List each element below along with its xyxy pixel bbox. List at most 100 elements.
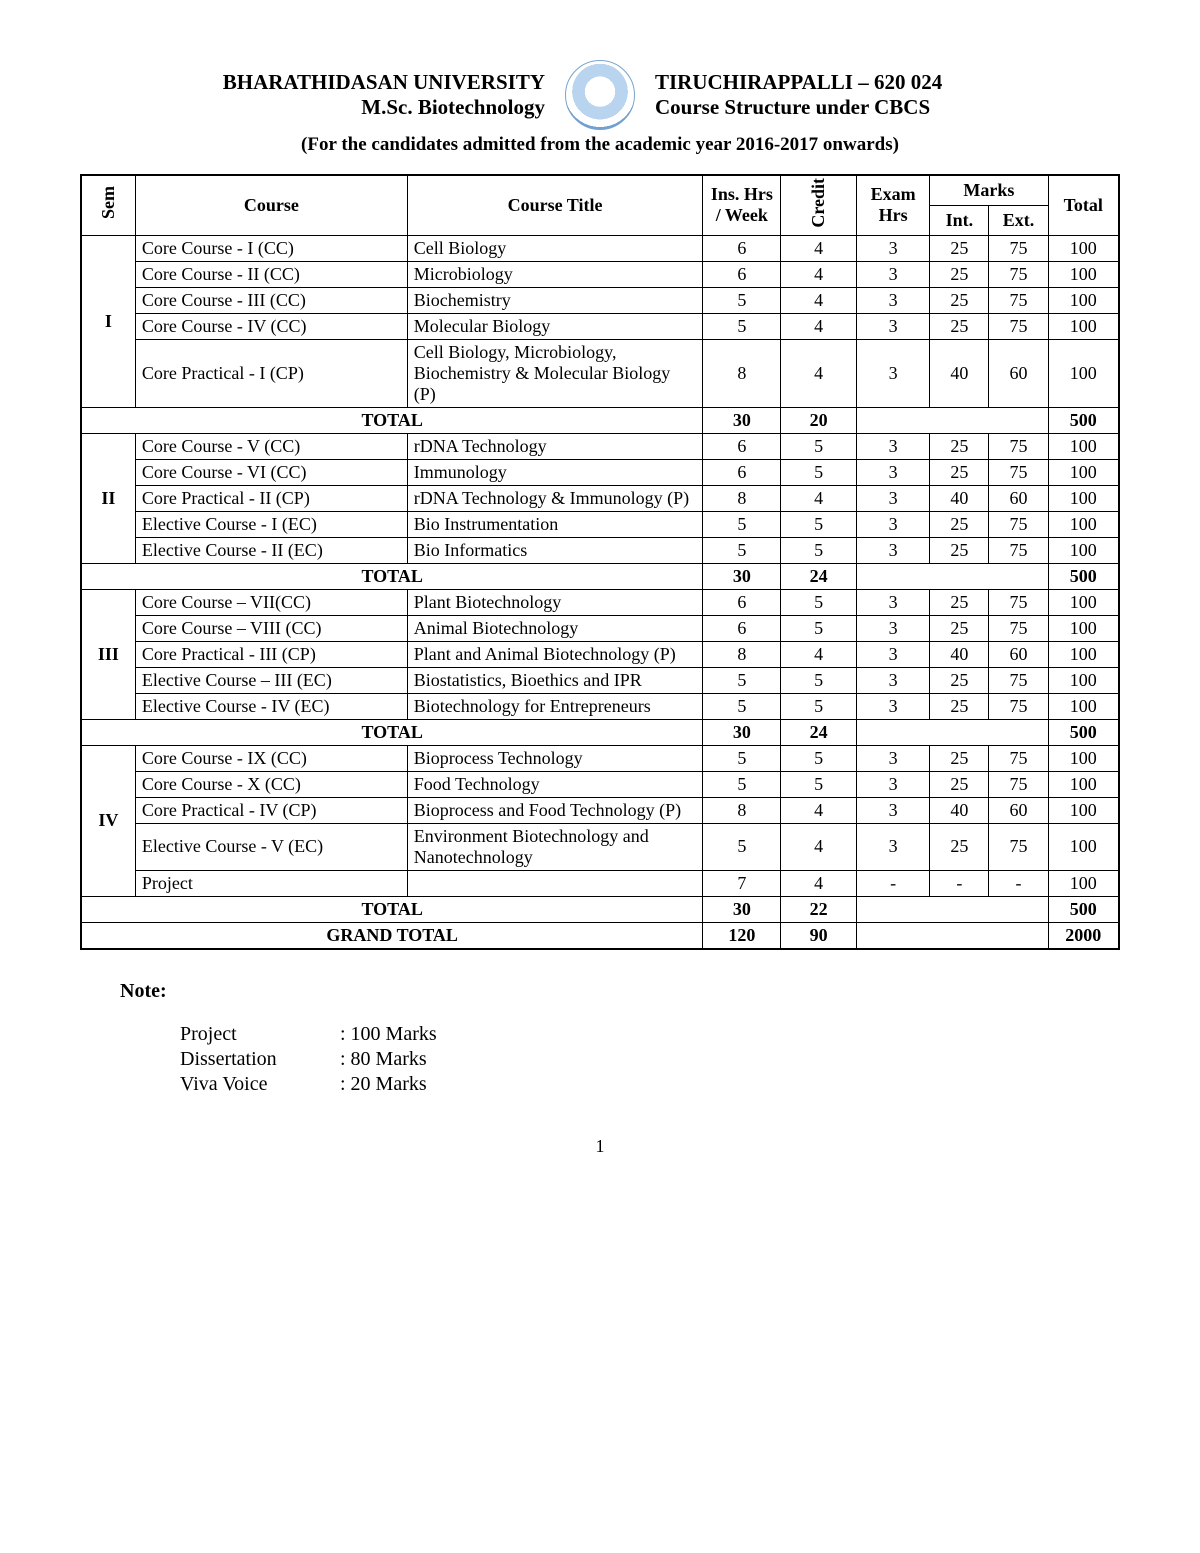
title-cell: Biotechnology for Entrepreneurs xyxy=(407,693,703,719)
title-cell: Cell Biology, Microbiology, Biochemistry… xyxy=(407,339,703,407)
table-row: Core Course - X (CC)Food Technology55325… xyxy=(81,771,1119,797)
credit-cell: 5 xyxy=(781,589,857,615)
table-row: Core Course - III (CC)Biochemistry543257… xyxy=(81,287,1119,313)
exam-cell: 3 xyxy=(857,235,930,261)
table-row: Elective Course - II (EC)Bio Informatics… xyxy=(81,537,1119,563)
title-cell: Bio Informatics xyxy=(407,537,703,563)
hrs-cell: 6 xyxy=(703,589,781,615)
course-cell: Core Course - IV (CC) xyxy=(135,313,407,339)
ext-cell: 75 xyxy=(989,313,1048,339)
exam-cell: 3 xyxy=(857,745,930,771)
ext-cell: 75 xyxy=(989,823,1048,870)
title-cell: Environment Biotechnology and Nanotechno… xyxy=(407,823,703,870)
table-body: ICore Course - I (CC)Cell Biology6432575… xyxy=(81,235,1119,949)
total-credit: 24 xyxy=(781,719,857,745)
col-course: Course xyxy=(135,175,407,235)
ext-cell: 75 xyxy=(989,235,1048,261)
credit-cell: 5 xyxy=(781,693,857,719)
table-row: Core Practical - II (CP)rDNA Technology … xyxy=(81,485,1119,511)
university-name: BHARATHIDASAN UNIVERSITY xyxy=(80,70,545,95)
grand-total-marks: 2000 xyxy=(1048,922,1119,949)
total-cell: 100 xyxy=(1048,745,1119,771)
credit-cell: 4 xyxy=(781,485,857,511)
col-credit: Credit xyxy=(808,178,829,228)
int-cell: 40 xyxy=(930,797,989,823)
col-total: Total xyxy=(1048,175,1119,235)
total-cell: 100 xyxy=(1048,537,1119,563)
title-cell: Biostatistics, Bioethics and IPR xyxy=(407,667,703,693)
hrs-cell: 5 xyxy=(703,745,781,771)
ext-cell: 75 xyxy=(989,745,1048,771)
hrs-cell: 5 xyxy=(703,511,781,537)
total-cell: 100 xyxy=(1048,823,1119,870)
credit-cell: 5 xyxy=(781,667,857,693)
total-hrs: 30 xyxy=(703,563,781,589)
course-cell: Core Course - IX (CC) xyxy=(135,745,407,771)
ext-cell: 60 xyxy=(989,797,1048,823)
ext-cell: 75 xyxy=(989,261,1048,287)
course-cell: Core Practical - III (CP) xyxy=(135,641,407,667)
table-row: Core Practical - III (CP)Plant and Anima… xyxy=(81,641,1119,667)
note-value: : 100 Marks xyxy=(340,1023,500,1046)
ext-cell: 60 xyxy=(989,339,1048,407)
header-left: BHARATHIDASAN UNIVERSITY M.Sc. Biotechno… xyxy=(80,70,545,120)
total-cell: 100 xyxy=(1048,339,1119,407)
course-cell: Core Course – VIII (CC) xyxy=(135,615,407,641)
subtitle-text: (For the candidates admitted from the ac… xyxy=(80,134,1120,156)
credit-cell: 5 xyxy=(781,433,857,459)
course-cell: Core Practical - IV (CP) xyxy=(135,797,407,823)
col-title: Course Title xyxy=(407,175,703,235)
credit-cell: 5 xyxy=(781,537,857,563)
ext-cell: 75 xyxy=(989,615,1048,641)
credit-cell: 4 xyxy=(781,235,857,261)
credit-cell: 5 xyxy=(781,459,857,485)
title-cell: Cell Biology xyxy=(407,235,703,261)
int-cell: 25 xyxy=(930,667,989,693)
course-cell: Core Course - V (CC) xyxy=(135,433,407,459)
course-cell: Core Practical - I (CP) xyxy=(135,339,407,407)
program-name: M.Sc. Biotechnology xyxy=(80,95,545,120)
document-header: BHARATHIDASAN UNIVERSITY M.Sc. Biotechno… xyxy=(80,60,1120,130)
credit-cell: 5 xyxy=(781,745,857,771)
exam-cell: 3 xyxy=(857,537,930,563)
total-credit: 22 xyxy=(781,896,857,922)
page-number: 1 xyxy=(80,1136,1120,1157)
semester-total-row: TOTAL3024500 xyxy=(81,563,1119,589)
exam-cell: 3 xyxy=(857,667,930,693)
course-cell: Project xyxy=(135,870,407,896)
exam-cell: 3 xyxy=(857,797,930,823)
hrs-cell: 5 xyxy=(703,823,781,870)
int-cell: 25 xyxy=(930,511,989,537)
table-row: Core Course – VIII (CC)Animal Biotechnol… xyxy=(81,615,1119,641)
total-credit: 24 xyxy=(781,563,857,589)
hrs-cell: 5 xyxy=(703,537,781,563)
exam-cell: 3 xyxy=(857,771,930,797)
grand-total-label: GRAND TOTAL xyxy=(81,922,703,949)
note-key: Dissertation xyxy=(180,1048,340,1071)
note-key: Project xyxy=(180,1023,340,1046)
table-header: Sem Course Course Title Ins. Hrs / Week … xyxy=(81,175,1119,235)
hrs-cell: 6 xyxy=(703,459,781,485)
course-cell: Core Course - I (CC) xyxy=(135,235,407,261)
int-cell: 40 xyxy=(930,641,989,667)
total-label: TOTAL xyxy=(81,563,703,589)
course-cell: Elective Course - IV (EC) xyxy=(135,693,407,719)
total-cell: 100 xyxy=(1048,313,1119,339)
total-cell: 100 xyxy=(1048,235,1119,261)
ext-cell: 75 xyxy=(989,433,1048,459)
table-row: Core Course - IV (CC)Molecular Biology54… xyxy=(81,313,1119,339)
note-title: Note: xyxy=(120,980,1120,1003)
exam-cell: 3 xyxy=(857,511,930,537)
total-cell: 100 xyxy=(1048,287,1119,313)
col-sem: Sem xyxy=(98,186,119,219)
total-cell: 100 xyxy=(1048,261,1119,287)
course-cell: Core Course - X (CC) xyxy=(135,771,407,797)
semester-total-row: TOTAL3020500 xyxy=(81,407,1119,433)
credit-cell: 4 xyxy=(781,313,857,339)
int-cell: 40 xyxy=(930,485,989,511)
total-cell: 100 xyxy=(1048,667,1119,693)
int-cell: 25 xyxy=(930,235,989,261)
credit-cell: 5 xyxy=(781,771,857,797)
title-cell: Bioprocess Technology xyxy=(407,745,703,771)
hrs-cell: 8 xyxy=(703,339,781,407)
